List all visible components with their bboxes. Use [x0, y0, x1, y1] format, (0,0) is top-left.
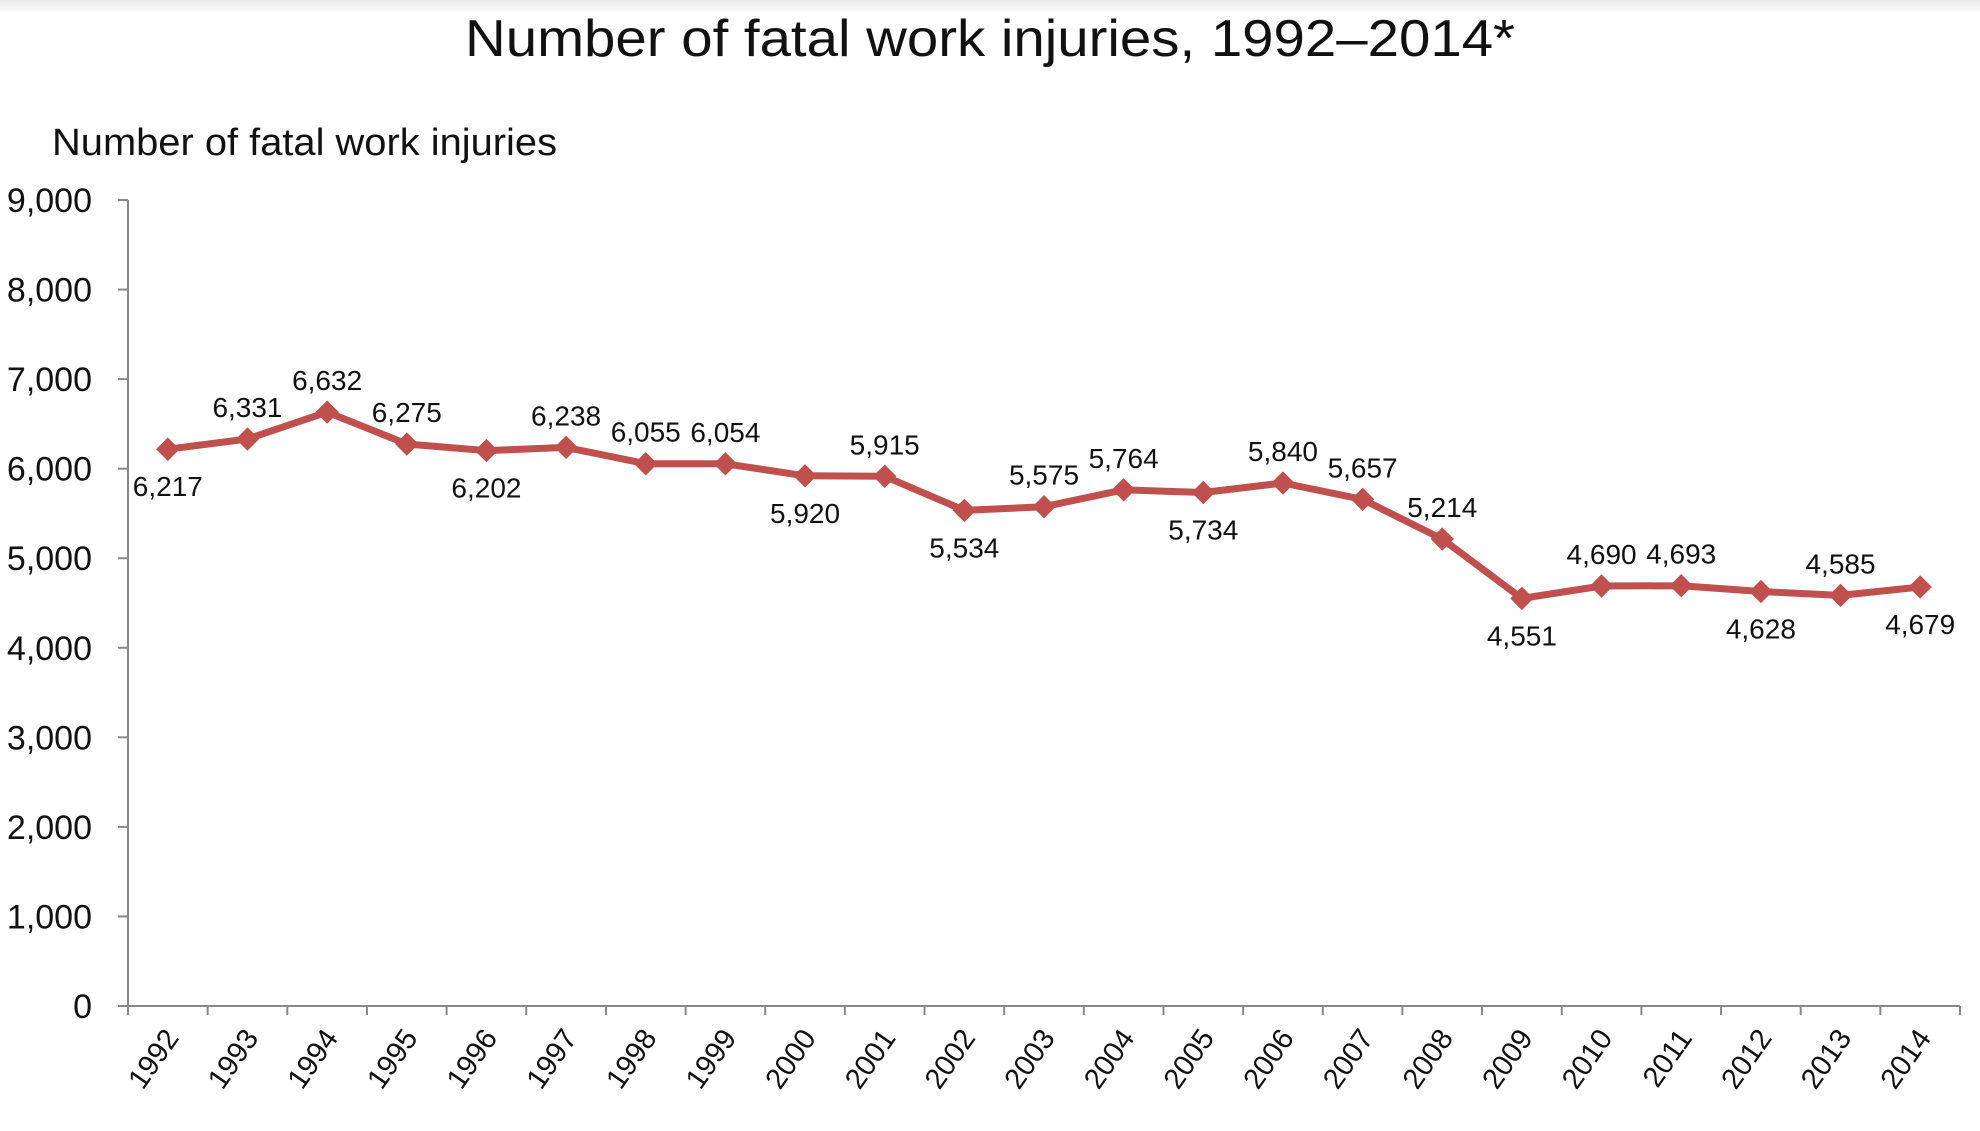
- data-label: 6,055: [611, 417, 681, 448]
- x-tick-label: 1994: [282, 1024, 345, 1095]
- y-axis-ticks: 0 1,000 2,000 3,000 4,000 5,000 6,000 7,000 8,00…: [7, 182, 128, 1026]
- y-tick-label: 9,000: [7, 182, 92, 220]
- data-label: 6,632: [292, 365, 362, 396]
- y-tick-label: 6,000: [7, 451, 92, 489]
- data-label: 4,551: [1487, 620, 1557, 651]
- x-tick-label: 2006: [1237, 1024, 1300, 1095]
- data-label: 6,331: [212, 392, 282, 423]
- data-label: 5,657: [1328, 452, 1398, 483]
- top-shade-band: [0, 0, 1980, 14]
- data-point-marker: [395, 432, 419, 456]
- x-tick-label: 2011: [1637, 1024, 1699, 1093]
- data-label: 5,734: [1168, 514, 1238, 545]
- y-tick-label: 0: [73, 988, 92, 1026]
- series-line-group: 6,217 6,331 6,632 6,275 6,202 6,238 6,055 6,054…: [133, 365, 1955, 651]
- data-label: 5,214: [1407, 492, 1477, 523]
- x-tick-label: 2009: [1476, 1024, 1539, 1095]
- data-label: 6,217: [133, 471, 203, 502]
- x-tick-label: 2003: [999, 1024, 1062, 1095]
- data-label: 5,840: [1248, 436, 1318, 467]
- x-tick-label: 2013: [1795, 1024, 1858, 1095]
- x-tick-label: 2008: [1397, 1024, 1460, 1095]
- data-point-marker: [1908, 575, 1932, 599]
- data-point-marker: [1589, 574, 1614, 598]
- data-point-marker: [1271, 471, 1295, 495]
- y-tick-label: 3,000: [7, 719, 92, 757]
- data-point-marker: [554, 435, 578, 460]
- x-tick-label: 2001: [839, 1024, 902, 1095]
- x-tick-label: 2005: [1158, 1024, 1221, 1095]
- data-point-marker: [474, 438, 499, 463]
- data-label: 5,534: [929, 532, 999, 563]
- x-tick-label: 2007: [1317, 1024, 1380, 1095]
- y-tick-label: 8,000: [7, 272, 92, 310]
- x-tick-label: 2002: [919, 1024, 982, 1095]
- data-label: 6,275: [372, 397, 442, 428]
- y-tick-label: 5,000: [7, 540, 92, 578]
- data-label: 4,628: [1726, 614, 1796, 645]
- x-tick-label: 1999: [680, 1024, 743, 1095]
- x-tick-label: 2000: [760, 1024, 823, 1095]
- data-label: 4,693: [1646, 539, 1716, 570]
- chart-title: Number of fatal work injuries, 1992–2014…: [465, 10, 1515, 68]
- data-label: 5,764: [1089, 443, 1159, 474]
- data-label: 5,920: [770, 498, 840, 529]
- data-point-marker: [1510, 586, 1534, 611]
- data-label: 5,575: [1009, 460, 1079, 491]
- x-tick-label: 1993: [202, 1024, 265, 1095]
- data-point-marker: [1350, 487, 1375, 512]
- x-tick-label: 1996: [441, 1024, 504, 1095]
- y-tick-label: 2,000: [7, 809, 92, 847]
- data-point-marker: [793, 464, 817, 488]
- x-tick-label: 1997: [521, 1024, 584, 1095]
- y-axis-label: Number of fatal work injuries: [52, 122, 557, 164]
- y-tick-label: 1,000: [7, 898, 92, 936]
- x-tick-label: 2010: [1556, 1024, 1619, 1095]
- data-point-marker: [315, 400, 339, 424]
- x-tick-label: 2012: [1715, 1024, 1778, 1095]
- data-label: 4,679: [1885, 609, 1955, 640]
- data-point-marker: [713, 452, 738, 476]
- data-point-marker: [634, 452, 658, 476]
- data-point-marker: [952, 498, 977, 523]
- data-point-marker: [1669, 574, 1693, 598]
- data-point-marker: [1111, 478, 1136, 502]
- data-point-marker: [156, 437, 180, 461]
- x-tick-label: 2004: [1078, 1024, 1141, 1095]
- data-point-marker: [872, 464, 897, 488]
- y-tick-label: 7,000: [7, 361, 92, 399]
- x-tick-label: 2014: [1875, 1024, 1938, 1095]
- x-tick-label: 1992: [122, 1024, 185, 1095]
- y-tick-label: 4,000: [7, 630, 92, 668]
- data-label: 6,054: [690, 417, 760, 448]
- x-axis-ticks: 1992 1993 1994 1995 1996 1997 1998 1999 2000 2001…: [122, 1006, 1961, 1095]
- data-point-marker: [1032, 495, 1056, 519]
- data-label: 6,238: [531, 400, 601, 431]
- data-point-marker: [1191, 480, 1216, 505]
- data-point-marker: [1749, 579, 1773, 604]
- x-tick-label: 1995: [361, 1024, 424, 1095]
- data-label: 5,915: [850, 429, 920, 460]
- data-point-marker: [235, 427, 260, 451]
- data-point-marker: [1828, 583, 1853, 608]
- data-point-marker: [1430, 527, 1454, 551]
- data-label: 6,202: [451, 473, 521, 504]
- data-label: 4,690: [1567, 539, 1637, 570]
- x-tick-label: 1998: [600, 1024, 663, 1095]
- data-label: 4,585: [1805, 548, 1875, 579]
